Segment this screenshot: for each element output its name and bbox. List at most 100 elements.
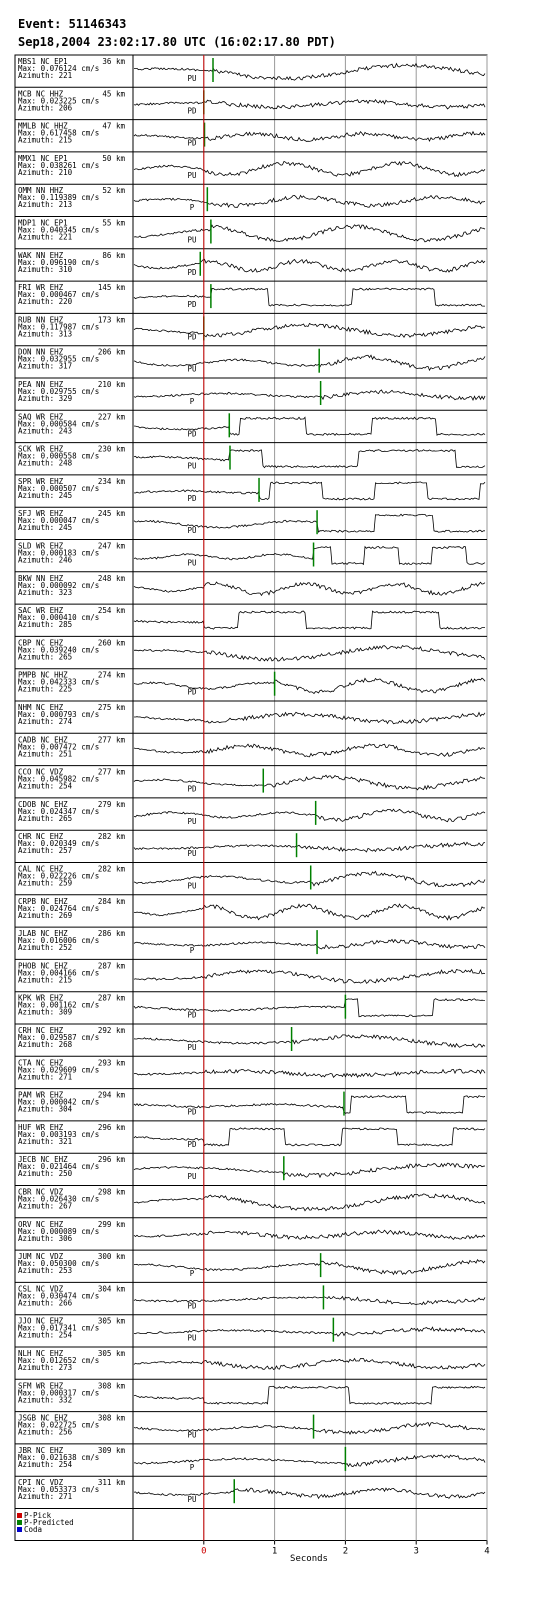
waveform	[133, 130, 486, 143]
legend-swatch	[17, 1513, 22, 1518]
station-name: MCB NC HHZ	[18, 89, 64, 98]
pick-label: PU	[187, 526, 196, 535]
station-max: Max: 0.029755 cm/s	[18, 387, 99, 396]
station-max: Max: 0.001162 cm/s	[18, 1001, 99, 1010]
waveform	[133, 677, 486, 695]
station-azimuth: Azimuth: 215	[18, 136, 72, 145]
station-name: JLAB NC EHZ	[18, 929, 68, 938]
station-distance: 304 km	[98, 1284, 126, 1293]
station-max: Max: 0.076124 cm/s	[18, 64, 99, 73]
station-name: JJO NC EHZ	[18, 1317, 64, 1326]
legend-label: Coda	[24, 1525, 42, 1534]
station-azimuth: Azimuth: 257	[18, 846, 72, 855]
station-azimuth: Azimuth: 245	[18, 523, 72, 532]
pick-label: PU	[187, 1043, 196, 1052]
waveform	[133, 1229, 486, 1240]
station-azimuth: Azimuth: 321	[18, 1137, 72, 1146]
station-distance: 206 km	[98, 348, 126, 357]
station-distance: 308 km	[98, 1381, 126, 1390]
station-name: PEA NN EHZ	[18, 380, 64, 389]
station-name: BKW NN EHZ	[18, 574, 64, 583]
station-max: Max: 0.096190 cm/s	[18, 258, 99, 267]
station-distance: 300 km	[98, 1252, 126, 1261]
station-distance: 311 km	[98, 1478, 126, 1487]
waveform	[133, 1454, 486, 1468]
station-azimuth: Azimuth: 225	[18, 685, 72, 694]
station-max: Max: 0.000047 cm/s	[18, 516, 99, 525]
station-distance: 305 km	[98, 1317, 126, 1326]
pick-label: P	[190, 1269, 195, 1278]
station-max: Max: 0.039240 cm/s	[18, 645, 99, 654]
station-name: ORV NC EHZ	[18, 1220, 64, 1229]
station-distance: 50 km	[102, 154, 125, 163]
station-max: Max: 0.024764 cm/s	[18, 904, 99, 913]
waveform	[133, 841, 486, 853]
x-tick-label: 4	[484, 1547, 489, 1557]
station-name: NHM NC EHZ	[18, 703, 64, 712]
station-distance: 305 km	[98, 1349, 126, 1358]
waveform	[133, 808, 486, 823]
station-distance: 173 km	[98, 315, 126, 324]
station-name: CTA NC EHZ	[18, 1058, 64, 1067]
legend-label: P-Predicted	[24, 1518, 74, 1527]
station-azimuth: Azimuth: 265	[18, 814, 72, 823]
station-azimuth: Azimuth: 253	[18, 1266, 72, 1275]
station-azimuth: Azimuth: 274	[18, 717, 73, 726]
pick-label: PD	[187, 1301, 197, 1310]
station-name: MMX1 NC EP1	[18, 154, 68, 163]
station-azimuth: Azimuth: 250	[18, 1169, 73, 1178]
pick-label: PU	[187, 74, 196, 83]
station-azimuth: Azimuth: 285	[18, 620, 72, 629]
station-azimuth: Azimuth: 254	[18, 1331, 73, 1340]
station-max: Max: 0.029609 cm/s	[18, 1065, 99, 1074]
station-max: Max: 0.016006 cm/s	[18, 936, 99, 945]
station-name: CHR NC EHZ	[18, 832, 64, 841]
station-azimuth: Azimuth: 246	[18, 556, 73, 565]
pick-label: PD	[187, 332, 197, 341]
station-max: Max: 0.000317 cm/s	[18, 1388, 99, 1397]
station-max: Max: 0.020349 cm/s	[18, 839, 99, 848]
pick-label: PU	[187, 559, 196, 568]
station-azimuth: Azimuth: 254	[18, 1460, 73, 1469]
station-distance: 210 km	[98, 380, 126, 389]
station-max: Max: 0.024347 cm/s	[18, 807, 99, 816]
waveform	[133, 1095, 486, 1114]
station-max: Max: 0.007472 cm/s	[18, 742, 99, 751]
station-max: Max: 0.000507 cm/s	[18, 484, 99, 493]
station-max: Max: 0.042333 cm/s	[18, 678, 99, 687]
station-name: DON NN EHZ	[18, 348, 64, 357]
station-distance: 227 km	[98, 412, 126, 421]
station-distance: 45 km	[102, 89, 125, 98]
station-distance: 277 km	[98, 735, 126, 744]
waveform	[133, 1385, 486, 1405]
pick-label: PU	[187, 882, 196, 891]
waveform	[133, 322, 486, 338]
waveform	[133, 1127, 486, 1147]
pick-label: PU	[187, 236, 196, 245]
station-azimuth: Azimuth: 271	[18, 1072, 72, 1081]
waveform	[133, 1258, 486, 1276]
x-tick-label: 3	[413, 1547, 418, 1557]
station-max: Max: 0.617458 cm/s	[18, 129, 99, 138]
station-distance: 296 km	[98, 1155, 126, 1164]
pick-label: PU	[187, 817, 196, 826]
station-max: Max: 0.003193 cm/s	[18, 1130, 99, 1139]
station-max: Max: 0.023225 cm/s	[18, 96, 99, 105]
station-azimuth: Azimuth: 213	[18, 200, 72, 209]
station-max: Max: 0.000410 cm/s	[18, 613, 99, 622]
x-tick-label: 1	[272, 1547, 277, 1557]
station-azimuth: Azimuth: 220	[18, 297, 73, 306]
station-azimuth: Azimuth: 265	[18, 652, 72, 661]
station-name: WAK NN EHZ	[18, 251, 64, 260]
legend-swatch	[17, 1520, 22, 1525]
station-name: JECB NC EHZ	[18, 1155, 68, 1164]
station-azimuth: Azimuth: 254	[18, 782, 73, 791]
station-name: PHOB NC EHZ	[18, 961, 68, 970]
station-azimuth: Azimuth: 243	[18, 426, 72, 435]
station-distance: 296 km	[98, 1123, 126, 1132]
station-name: SFJ WR EHZ	[18, 509, 64, 518]
station-max: Max: 0.032955 cm/s	[18, 355, 99, 364]
pick-label: P	[190, 203, 195, 212]
station-azimuth: Azimuth: 309	[18, 1008, 72, 1017]
